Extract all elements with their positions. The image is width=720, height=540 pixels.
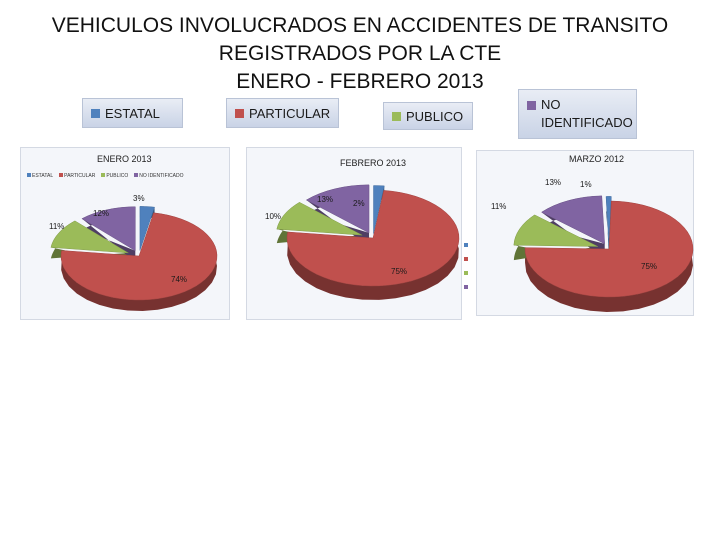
title-line-2: REGISTRADOS POR LA CTE xyxy=(218,42,502,65)
legend-label-publico: PUBLICO xyxy=(406,108,464,124)
mini-legend-item-no-identificado: NO IDENTIFICADO xyxy=(134,173,183,179)
legend-swatch-no-identificado xyxy=(527,101,536,110)
pie-chart-marzo: 1% 75% 11% 13% xyxy=(491,178,694,312)
chart-title-marzo: MARZO 2012 xyxy=(569,154,625,164)
pie-slice-publico xyxy=(513,214,598,247)
pie-slice-no-identificado xyxy=(81,206,136,252)
pie-slice-estatal xyxy=(605,196,612,245)
legend-no-identificado: NO IDENTIFICADO xyxy=(518,89,637,139)
chart-title-febrero: FEBRERO 2013 xyxy=(340,158,407,168)
pie-slice-estatal xyxy=(373,185,385,234)
pie-label-publico: 11% xyxy=(49,222,64,231)
legend-swatch-estatal xyxy=(91,108,100,118)
pie-chart-febrero: 2% 75% 10% 13% xyxy=(265,184,460,300)
pie-label-particular: 75% xyxy=(641,262,657,271)
legend-swatch-particular xyxy=(235,108,244,118)
chart-panel-marzo: MARZO 2012 1% 75% 11% 13% xyxy=(476,150,694,316)
mini-legend-item-publico: PUBLICO xyxy=(101,173,128,179)
chart-legend-febrero-swatch-no-identificado xyxy=(464,285,468,289)
pie-slice-publico xyxy=(50,220,129,254)
pie-label-no-identificado: 13% xyxy=(545,178,561,187)
legend-particular: PARTICULAR xyxy=(226,98,339,128)
chart-legend-febrero-swatch-estatal xyxy=(464,243,468,247)
pie-label-estatal: 2% xyxy=(353,199,365,208)
pie-label-publico: 10% xyxy=(265,212,281,221)
pie-chart-enero: 3% 74% 11% 12% xyxy=(49,194,218,311)
pie-label-no-identificado: 12% xyxy=(93,209,109,218)
chart-legend-febrero-swatch-publico xyxy=(464,271,468,275)
chart-legend-febrero-swatch-particular xyxy=(464,257,468,261)
page-title: VEHICULOS INVOLUCRADOS EN ACCIDENTES DE … xyxy=(0,12,720,96)
legend-label-no-identificado-line2: IDENTIFICADO xyxy=(541,115,633,130)
legend-label-estatal: ESTATAL xyxy=(105,105,160,121)
pie-slice-particular xyxy=(286,190,460,287)
pie-slice-no-identificado xyxy=(305,184,370,234)
pie-label-estatal: 3% xyxy=(133,194,145,203)
pie-label-particular: 74% xyxy=(171,275,187,284)
title-line-3: ENERO - FEBRERO 2013 xyxy=(236,70,484,93)
pie-slice-particular xyxy=(524,200,694,298)
pie-label-no-identificado: 13% xyxy=(317,195,333,204)
legend-label-no-identificado-line1: NO xyxy=(541,97,561,112)
legend-swatch-publico xyxy=(392,111,401,121)
pie-slice-publico xyxy=(276,202,363,236)
pie-label-particular: 75% xyxy=(391,267,407,276)
title-line-1: VEHICULOS INVOLUCRADOS EN ACCIDENTES DE … xyxy=(51,14,669,37)
pie-slice-estatal xyxy=(139,206,155,251)
mini-legend-item-particular: PARTICULAR xyxy=(59,173,95,179)
mini-legend-item-estatal: ESTATAL xyxy=(27,173,53,179)
chart-panel-febrero: FEBRERO 2013 2% 75% 10% 13% xyxy=(246,147,462,320)
chart-title-enero: ENERO 2013 xyxy=(97,154,152,164)
chart-panel-enero: ENERO 2013 ESTATAL PARTICULAR PUBLICO NO… xyxy=(20,147,230,320)
legend-label-no-identificado: NO IDENTIFICADO xyxy=(541,96,633,132)
pie-label-publico: 11% xyxy=(491,202,506,211)
chart-legend-enero: ESTATAL PARTICULAR PUBLICO NO IDENTIFICA… xyxy=(27,173,183,179)
legend-publico: PUBLICO xyxy=(383,102,473,130)
legend-estatal: ESTATAL xyxy=(82,98,183,128)
pie-label-estatal: 1% xyxy=(580,180,592,189)
pie-slice-particular xyxy=(60,212,218,301)
pie-slice-no-identificado xyxy=(541,195,605,245)
legend-label-particular: PARTICULAR xyxy=(249,105,331,121)
